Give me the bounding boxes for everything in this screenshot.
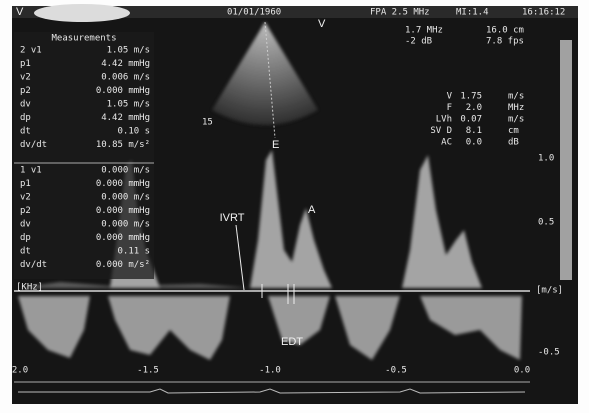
date: 01/01/1960 bbox=[227, 8, 281, 18]
measure-label: 1 v1 bbox=[20, 166, 42, 176]
measure-value: 0.000 mmHg bbox=[96, 179, 150, 189]
measure-value: 0.000 m/s bbox=[101, 193, 150, 203]
measurements-title: Measurements bbox=[51, 34, 116, 44]
ultrasound-screen: V 01/01/1960 FPA 2.5 MHz MI:1.4 16:16:12 1.7 … bbox=[0, 0, 589, 413]
measure-label: dv/dt bbox=[20, 140, 47, 150]
measure-label: dt bbox=[20, 127, 31, 137]
measure-value: 0.11 s bbox=[117, 247, 150, 257]
measure-value: 0.000 m/s bbox=[101, 220, 150, 230]
setting-value: 0.0 bbox=[466, 138, 482, 148]
freq-unit: [KHz] bbox=[16, 283, 43, 293]
measure-value: 10.85 m/s² bbox=[96, 140, 150, 150]
setting-unit: m/s bbox=[508, 115, 524, 125]
setting-unit: m/s bbox=[508, 92, 524, 102]
time-label: 2.0 bbox=[12, 366, 28, 376]
measure-value: 0.000 m/s² bbox=[96, 260, 150, 270]
measure-label: v2 bbox=[20, 193, 31, 203]
measure-value: 1.05 m/s bbox=[107, 100, 150, 110]
velocity-unit: [m/s] bbox=[536, 286, 563, 296]
measure-label: dp bbox=[20, 233, 31, 243]
setting-value: 1.75 bbox=[460, 92, 482, 102]
gain: -2 dB bbox=[405, 37, 432, 47]
mi: MI:1.4 bbox=[456, 8, 489, 18]
probe: FPA 2.5 MHz bbox=[370, 8, 430, 18]
depth-mark: 15 bbox=[202, 118, 213, 128]
depth: 16.0 cm bbox=[486, 26, 524, 36]
time-label: -1.5 bbox=[137, 366, 159, 376]
mode: V bbox=[16, 6, 24, 18]
measure-label: 2 v1 bbox=[20, 46, 42, 56]
measure-value: 0.000 mmHg bbox=[96, 206, 150, 216]
measure-label: p1 bbox=[20, 179, 31, 189]
measure-value: 0.10 s bbox=[117, 127, 150, 137]
velocity-label: 0.5 bbox=[538, 218, 554, 228]
frequency: 1.7 MHz bbox=[405, 26, 443, 36]
measure-value: 4.42 mmHg bbox=[101, 113, 150, 123]
edt-label: EDT bbox=[281, 336, 303, 348]
e-label: E bbox=[272, 139, 279, 151]
velocity-label: 1.0 bbox=[538, 154, 554, 164]
time-label: -1.0 bbox=[259, 366, 281, 376]
measure-value: 0.006 m/s bbox=[101, 73, 150, 83]
setting-unit: MHz bbox=[508, 103, 524, 113]
setting-label: LVh bbox=[436, 115, 452, 125]
frame-rate: 7.8 fps bbox=[486, 37, 524, 47]
measure-label: p1 bbox=[20, 59, 31, 69]
measure-value: 0.000 mmHg bbox=[96, 233, 150, 243]
redacted-name bbox=[34, 4, 130, 22]
velocity-label: -0.5 bbox=[538, 348, 560, 358]
sector-label: V bbox=[318, 18, 326, 30]
measure-value: 0.000 mmHg bbox=[96, 86, 150, 96]
measure-value: 4.42 mmHg bbox=[101, 59, 150, 69]
measure-label: dt bbox=[20, 247, 31, 257]
setting-value: 0.07 bbox=[460, 115, 482, 125]
a-label: A bbox=[308, 204, 316, 216]
setting-label: AC bbox=[441, 138, 452, 148]
setting-label: F bbox=[447, 103, 452, 113]
measure-label: p2 bbox=[20, 86, 31, 96]
measure-value: 1.05 m/s bbox=[107, 46, 150, 56]
setting-unit: cm bbox=[508, 126, 519, 136]
setting-unit: dB bbox=[508, 138, 519, 148]
time-label: 0.0 bbox=[514, 366, 530, 376]
measure-label: dv/dt bbox=[20, 260, 47, 270]
measure-value: 0.000 m/s bbox=[101, 166, 150, 176]
measure-label: dv bbox=[20, 220, 31, 230]
measure-label: p2 bbox=[20, 206, 31, 216]
measure-label: dp bbox=[20, 113, 31, 123]
setting-value: 8.1 bbox=[466, 126, 482, 136]
clock: 16:16:12 bbox=[522, 8, 565, 18]
time-label: -0.5 bbox=[385, 366, 407, 376]
grayscale-bar bbox=[560, 40, 572, 280]
measure-label: dv bbox=[20, 100, 31, 110]
ivrt-label: IVRT bbox=[220, 212, 245, 224]
setting-label: V bbox=[447, 92, 453, 102]
setting-label: SV D bbox=[430, 126, 452, 136]
setting-value: 2.0 bbox=[466, 103, 482, 113]
measure-label: v2 bbox=[20, 73, 31, 83]
